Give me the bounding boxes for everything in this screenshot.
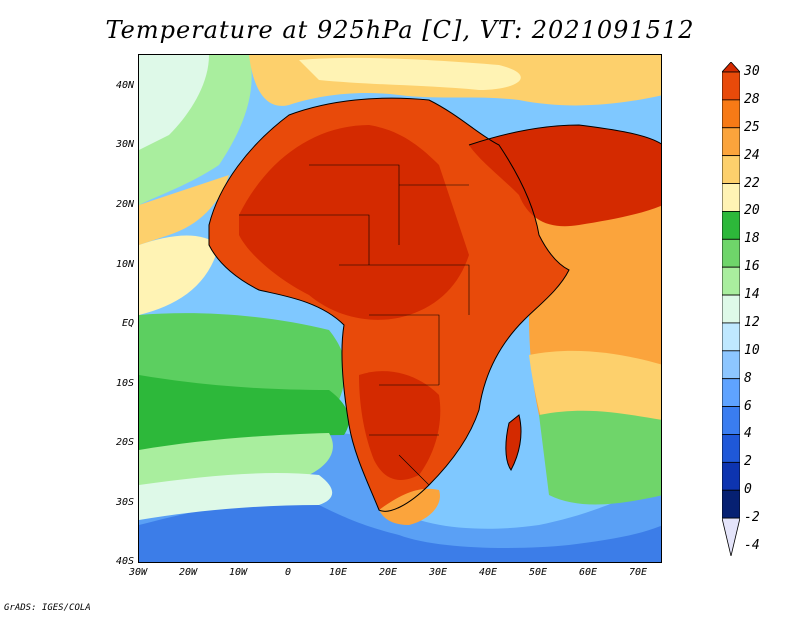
colorbar-swatch (722, 155, 740, 184)
temperature-map (138, 54, 662, 563)
colorbar-swatch (722, 183, 740, 212)
lat-label: 30N (115, 139, 134, 150)
colorbar-swatch (722, 294, 740, 324)
lon-label: 10W (228, 567, 248, 578)
mediterranean-mild (299, 57, 521, 90)
coldest-ocean-band (139, 499, 661, 562)
colorbar-swatch (722, 99, 740, 129)
lat-label: 10S (115, 378, 134, 389)
colorbar-label: 0 (744, 482, 752, 498)
lat-label: 40S (115, 556, 134, 567)
colorbar-label: 12 (744, 314, 760, 330)
arabia-coastline (468, 124, 661, 146)
colorbar-label: 25 (744, 119, 760, 135)
colorbar-swatch (722, 127, 740, 157)
sahara-hottest (239, 125, 469, 320)
colorbar-label: 2 (744, 454, 752, 470)
colorbar-swatch (722, 489, 740, 519)
colorbar-swatch (722, 350, 740, 380)
lon-label: 50E (528, 567, 548, 578)
lon-label: 40E (478, 567, 498, 578)
canary-warm (139, 175, 229, 245)
colorbar-label: -4 (744, 538, 760, 553)
colorbar-label: 20 (744, 203, 760, 219)
colorbar-label: 30 (744, 64, 760, 79)
colorbar-label: 14 (744, 287, 760, 303)
colorbar-label: 4 (744, 426, 752, 442)
tropical-atlantic (139, 235, 219, 315)
map-title: Temperature at 925hPa [C], VT: 202109151… (105, 16, 695, 44)
lon-label: 0 (284, 567, 292, 578)
lon-label: 30W (128, 567, 148, 578)
lon-label: 30E (428, 567, 448, 578)
southern-africa-hot (359, 371, 441, 480)
colorbar-label: 10 (744, 342, 760, 358)
lat-label: 40N (115, 80, 134, 91)
colorbar-swatch (722, 266, 740, 296)
colorbar-swatch (722, 461, 740, 491)
madagascar (505, 414, 522, 471)
colorbar-label: 24 (744, 147, 760, 163)
colorbar-swatch (722, 378, 740, 407)
temperature-field-svg (139, 55, 661, 562)
grads-credit: GrADS: IGES/COLA (4, 603, 91, 613)
colorbar-label: 22 (744, 175, 760, 191)
lon-label: 20E (378, 567, 398, 578)
colorbar-swatch (722, 71, 740, 101)
lat-label: 20N (115, 199, 134, 210)
colorbar-bottom-arrow (722, 517, 740, 556)
colorbar-swatch (722, 406, 740, 435)
lat-label: 10N (115, 259, 134, 270)
north-atlantic-cyan (139, 55, 209, 150)
colorbar (722, 62, 740, 556)
arabia-hottest (469, 125, 661, 227)
lon-label: 60E (578, 567, 598, 578)
colorbar-label: 28 (744, 91, 760, 107)
colorbar-swatch (722, 211, 740, 240)
africa-coastline (208, 97, 570, 512)
south-africa-mild (379, 488, 440, 525)
atlantic-cyan (139, 473, 333, 520)
colorbar-label: 6 (744, 398, 752, 414)
indian-ocean-green (539, 410, 661, 505)
colorbar-label: 16 (744, 259, 760, 275)
lon-label: 10E (328, 567, 348, 578)
colorbar-swatch (722, 434, 740, 463)
lat-label: EQ (121, 318, 134, 329)
colorbar-swatch (722, 238, 740, 268)
atlantic-deep-green (139, 375, 349, 460)
colorbar-swatch (722, 322, 740, 352)
colorbar-label: 18 (744, 231, 760, 247)
lon-label: 70E (628, 567, 648, 578)
lon-label: 20W (178, 567, 198, 578)
lat-label: 30S (115, 497, 134, 508)
country-borders (239, 164, 470, 486)
lat-label: 20S (115, 437, 134, 448)
colorbar-label: 8 (744, 370, 752, 386)
colorbar-top-arrow (722, 62, 740, 73)
colorbar-label: -2 (744, 510, 760, 526)
